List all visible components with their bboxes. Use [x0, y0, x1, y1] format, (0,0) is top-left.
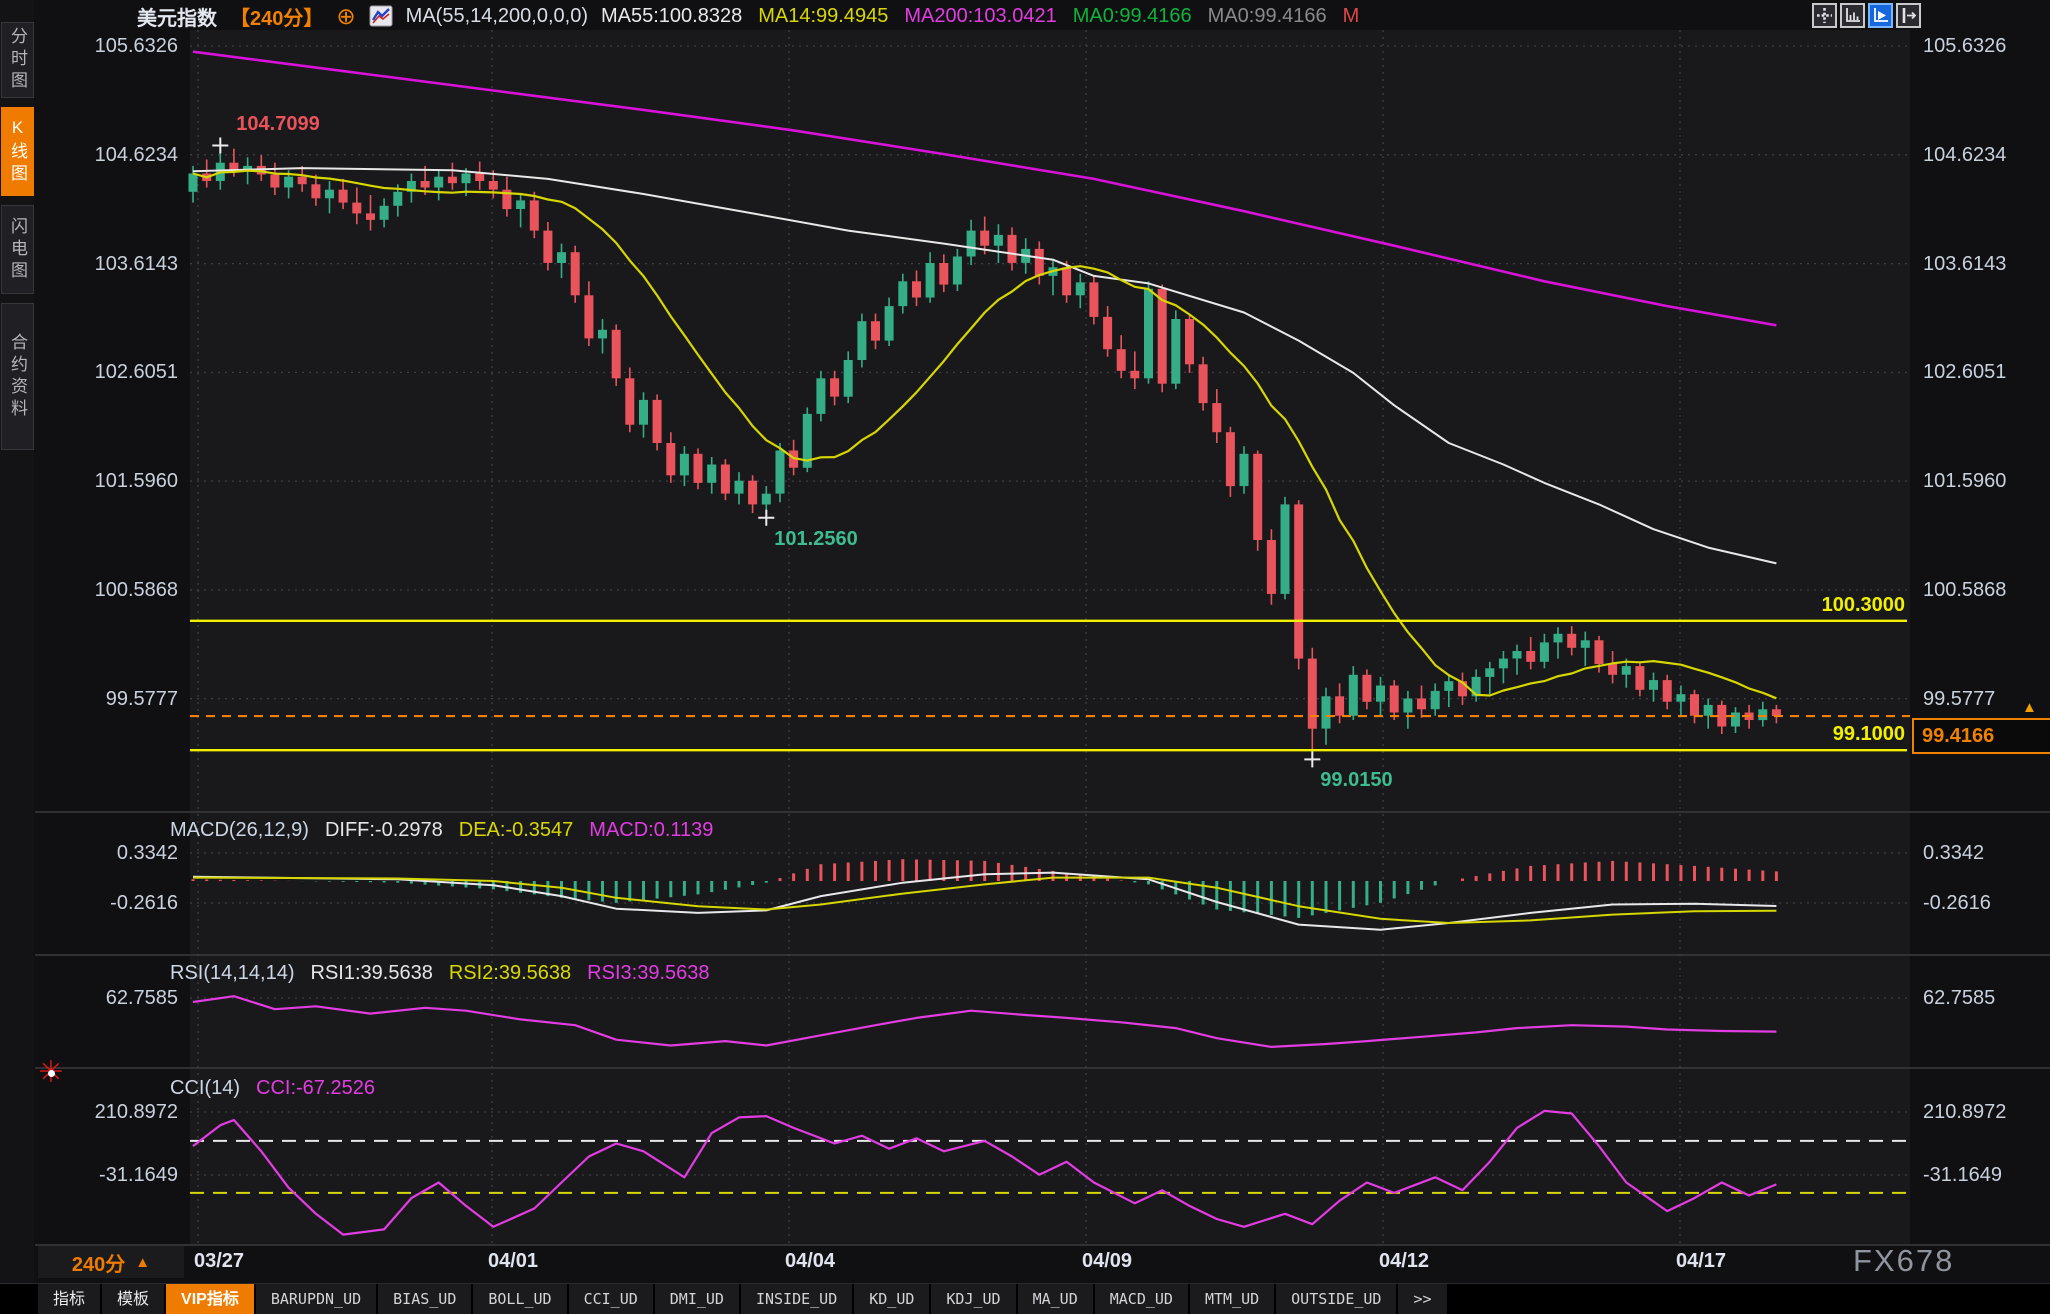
add-indicator-icon[interactable]: ⊕ — [336, 3, 356, 29]
tab-bias_ud[interactable]: BIAS_UD — [378, 1284, 472, 1314]
sidebar: 分时图 K线图闪电图合约资料 — [0, 0, 34, 1314]
y-axis-tick-right: 105.6326 — [1923, 35, 2007, 57]
tab-kdj_ud[interactable]: KDJ_UD — [931, 1284, 1016, 1314]
period-badge[interactable]: 240分 ▲ — [38, 1246, 184, 1278]
tab-ma_ud[interactable]: MA_UD — [1017, 1284, 1093, 1314]
chart-logo-icon — [369, 5, 393, 27]
cci-panel-header: CCI(14) CCI:-67.2526 — [170, 1077, 375, 1100]
low-price-annotation: 99.0150 — [1320, 769, 1393, 792]
scroll-to-latest-icon[interactable]: ▲ — [2022, 699, 2037, 717]
chart-toolbar — [1812, 3, 1921, 28]
rsi1-value: RSI1:39.5638 — [310, 962, 433, 984]
period-selector[interactable]: 【240分】 — [230, 7, 324, 30]
y-axis-tick-left: -0.2616 — [110, 891, 178, 914]
support-level-label: 99.1000 — [1832, 723, 1905, 746]
ma-value-3: MA0:99.4166 — [1072, 4, 1192, 27]
macd-panel-header: MACD(26,12,9) DIFF:-0.2978 DEA:-0.3547 M… — [170, 819, 713, 842]
tab-[interactable]: 模板 — [102, 1284, 165, 1314]
y-axis-tick-right: 102.6051 — [1923, 361, 2007, 384]
high-price-annotation: 104.7099 — [236, 113, 320, 136]
tab-kd_ud[interactable]: KD_UD — [854, 1284, 930, 1314]
sidebar-item-0[interactable]: 分时图 — [1, 22, 34, 98]
x-axis-date: 04/04 — [785, 1250, 836, 1272]
axes-pointer-icon[interactable] — [1868, 3, 1893, 28]
x-axis-date: 04/12 — [1379, 1250, 1430, 1272]
macd-diff-value: DIFF:-0.2978 — [324, 819, 443, 841]
macd-macd-value: MACD:0.1139 — [589, 819, 714, 841]
x-axis-date: 04/17 — [1676, 1250, 1727, 1272]
rsi-panel-header: RSI(14,14,14) RSI1:39.5638 RSI2:39.5638 … — [170, 962, 710, 985]
ma-value-5: M — [1342, 4, 1360, 27]
sidebar-item-1[interactable]: K线图 — [1, 107, 34, 196]
cci-value: CCI:-67.2526 — [256, 1077, 375, 1099]
chart-header: 美元指数 【240分】 ⊕ MA(55,14,200,0,0,0) MA55:1… — [137, 3, 1359, 30]
sidebar-item-3[interactable]: 合约资料 — [1, 303, 34, 450]
tab-cci_ud[interactable]: CCI_UD — [568, 1284, 653, 1314]
y-axis-tick-right: 62.7585 — [1923, 987, 1996, 1009]
macd-dea-value: DEA:-0.3547 — [458, 819, 574, 841]
indicator-tabbar: 指标 模板 VIP指标 BARUPDN_UD BIAS_UD BOLL_UD CCI_UD D… — [0, 1283, 2050, 1314]
tab-inside_ud[interactable]: INSIDE_UD — [740, 1284, 853, 1314]
y-axis-tick-left: 103.6143 — [94, 252, 178, 275]
ma-values: MA55:100.8328 MA14:99.4945 MA200:103.0421 M… — [601, 5, 1359, 28]
x-axis-date: 04/01 — [488, 1250, 539, 1272]
y-axis-tick-left: 99.5777 — [105, 687, 178, 710]
tab-boll_ud[interactable]: BOLL_UD — [473, 1284, 567, 1314]
period-badge-label: 240分 — [71, 1253, 126, 1276]
cci-title: CCI(14) — [170, 1077, 241, 1099]
y-axis-tick-right: 100.5868 — [1923, 578, 2007, 601]
low-price-annotation: 101.2560 — [774, 527, 858, 550]
tab-barupdn_ud[interactable]: BARUPDN_UD — [255, 1284, 377, 1314]
rsi-title: RSI(14,14,14) — [170, 962, 295, 984]
y-axis-tick-left: 100.5868 — [94, 578, 178, 601]
rsi3-value: RSI3:39.5638 — [587, 962, 710, 984]
y-axis-tick-left: 62.7585 — [105, 987, 178, 1009]
macd-title: MACD(26,12,9) — [170, 819, 309, 841]
y-axis-tick-left: 105.6326 — [94, 35, 178, 57]
ma-value-0: MA55:100.8328 — [601, 4, 743, 27]
ma-value-2: MA200:103.0421 — [904, 4, 1057, 27]
y-axis-tick-right: 0.3342 — [1923, 841, 1985, 864]
symbol-title: 美元指数 — [137, 7, 217, 30]
y-axis-tick-left: 210.8972 — [94, 1101, 178, 1123]
y-axis-tick-left: -31.1649 — [99, 1164, 178, 1186]
y-axis-tick-right: -0.2616 — [1923, 891, 1991, 914]
rsi2-value: RSI2:39.5638 — [448, 962, 572, 984]
ma-settings-label: MA(55,14,200,0,0,0) — [405, 4, 588, 27]
tab-dmi_ud[interactable]: DMI_UD — [654, 1284, 739, 1314]
resistance-level-label: 100.3000 — [1821, 593, 1905, 616]
y-axis-tick-right: 99.5777 — [1923, 687, 1996, 710]
tab-outside_ud[interactable]: OUTSIDE_UD — [1276, 1284, 1397, 1314]
axes-bars-icon[interactable] — [1840, 3, 1865, 28]
y-axis-tick-left: 0.3342 — [116, 841, 178, 864]
watermark: FX678 — [1853, 1243, 1955, 1278]
y-axis-tick-left: 102.6051 — [94, 361, 178, 384]
period-badge-arrow-icon: ▲ — [135, 1253, 151, 1271]
y-axis-tick-right: -31.1649 — [1923, 1164, 2002, 1186]
tab-[interactable]: 指标 — [38, 1284, 101, 1314]
tab-[interactable]: >> — [1398, 1284, 1447, 1314]
y-axis-tick-right: 104.6234 — [1923, 143, 2007, 166]
ma-value-4: MA0:99.4166 — [1207, 4, 1327, 27]
y-axis-tick-left: 101.5960 — [94, 470, 178, 493]
tab-macd_ud[interactable]: MACD_UD — [1094, 1284, 1188, 1314]
alert-sun-icon[interactable]: ✳ — [34, 1056, 68, 1090]
y-axis-tick-right: 101.5960 — [1923, 470, 2007, 493]
compress-axis-icon[interactable] — [1896, 3, 1921, 28]
x-axis-date: 04/09 — [1082, 1250, 1133, 1272]
tab-mtm_ud[interactable]: MTM_UD — [1189, 1284, 1275, 1314]
last-price-box: 99.4166 — [1912, 718, 2050, 755]
sidebar-item-2[interactable]: 闪电图 — [1, 205, 34, 294]
y-axis-tick-left: 104.6234 — [94, 143, 178, 166]
tab-vip[interactable]: VIP指标 — [166, 1284, 254, 1314]
pan-icon[interactable] — [1812, 3, 1837, 28]
y-axis-tick-right: 210.8972 — [1923, 1101, 2007, 1123]
x-axis-date: 03/27 — [194, 1250, 245, 1272]
y-axis-tick-right: 103.6143 — [1923, 252, 2007, 275]
ma-value-1: MA14:99.4945 — [758, 4, 889, 27]
